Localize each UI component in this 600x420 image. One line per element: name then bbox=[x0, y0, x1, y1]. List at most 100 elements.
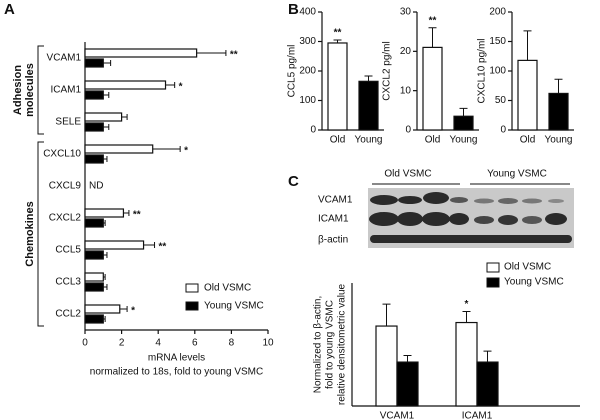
bar bbox=[84, 112, 123, 122]
category-label: SELE bbox=[55, 117, 81, 128]
error-bar bbox=[462, 311, 471, 323]
group-bracket bbox=[37, 141, 44, 327]
bar bbox=[84, 208, 125, 218]
significance: * bbox=[465, 299, 469, 310]
bar bbox=[84, 122, 104, 132]
x-tick-label: Old bbox=[425, 135, 441, 146]
error-bar bbox=[103, 124, 110, 130]
bar bbox=[84, 282, 104, 292]
error-bar bbox=[119, 306, 128, 312]
error-bar bbox=[103, 252, 108, 258]
legend-label: Young VSMC bbox=[204, 301, 264, 312]
y-tick-label: 100 bbox=[299, 95, 316, 106]
y-axis-label: relative densitometric value bbox=[337, 283, 348, 405]
bar bbox=[84, 90, 104, 100]
significance: ** bbox=[334, 28, 342, 39]
bar bbox=[422, 46, 443, 131]
x-tick-label: Old bbox=[520, 135, 536, 146]
panel-label: B bbox=[288, 1, 299, 18]
error-bar bbox=[523, 30, 532, 61]
legend-label: Old VSMC bbox=[504, 262, 551, 273]
error-bar bbox=[333, 39, 342, 43]
bar bbox=[455, 321, 478, 407]
bar bbox=[84, 240, 145, 250]
blot-row-label: VCAM1 bbox=[318, 195, 353, 206]
bar bbox=[84, 80, 167, 90]
bar bbox=[84, 48, 198, 58]
y-tick-label: 10 bbox=[400, 85, 412, 96]
error-bar bbox=[103, 156, 108, 162]
error-bar bbox=[165, 82, 176, 88]
category-label: CXCL10 bbox=[43, 149, 81, 160]
bar bbox=[84, 314, 104, 324]
legend-swatch bbox=[185, 301, 199, 311]
y-tick-label: 200 bbox=[489, 7, 506, 18]
x-tick-label: ICAM1 bbox=[462, 411, 493, 420]
y-tick-label: 20 bbox=[400, 46, 412, 57]
error-bar bbox=[143, 242, 156, 248]
error-bar bbox=[123, 210, 130, 216]
group-bracket bbox=[37, 45, 44, 135]
significance: * bbox=[184, 146, 188, 157]
error-bar bbox=[121, 114, 128, 120]
blot: Old VSMC Young VSMC VCAM1 ICAM1 β-actin bbox=[318, 169, 574, 248]
error-bar bbox=[459, 107, 468, 117]
error-bar bbox=[483, 350, 492, 363]
error-bar bbox=[103, 274, 106, 280]
x-tick-label: Old bbox=[330, 135, 346, 146]
bar bbox=[476, 361, 499, 407]
category-label: CXCL9 bbox=[49, 181, 82, 192]
group-label: molecules bbox=[24, 63, 36, 117]
significance: * bbox=[179, 82, 183, 93]
y-tick-label: 50 bbox=[495, 95, 507, 106]
bar bbox=[84, 144, 154, 154]
error-bar bbox=[403, 354, 412, 363]
error-bar bbox=[103, 316, 106, 322]
significance: ** bbox=[133, 210, 141, 221]
y-tick-label: 150 bbox=[489, 36, 506, 47]
error-bar bbox=[103, 284, 108, 290]
blot-row-label: ICAM1 bbox=[318, 214, 349, 225]
bar bbox=[517, 59, 538, 131]
category-label: CCL3 bbox=[55, 277, 81, 288]
category-label: CXCL2 bbox=[49, 213, 82, 224]
y-tick-label: 100 bbox=[489, 66, 506, 77]
group-label: Chemokines bbox=[24, 201, 36, 266]
x-tick-label: 8 bbox=[229, 338, 235, 349]
error-bar bbox=[554, 78, 563, 94]
x-tick-label: 6 bbox=[192, 338, 198, 349]
group-label: Adhesion bbox=[12, 65, 24, 115]
y-axis-label: CCL5 pg/ml bbox=[287, 45, 298, 98]
y-tick-label: 0 bbox=[405, 125, 411, 136]
error-bar bbox=[364, 75, 373, 82]
bar bbox=[84, 154, 104, 164]
panel-label: C bbox=[288, 173, 299, 190]
category-label: VCAM1 bbox=[47, 53, 82, 64]
significance: * bbox=[131, 306, 135, 317]
x-tick-label: VCAM1 bbox=[380, 411, 415, 420]
y-tick-label: 400 bbox=[299, 7, 316, 18]
y-tick-label: 0 bbox=[310, 125, 316, 136]
bar bbox=[396, 361, 419, 407]
error-bar bbox=[103, 92, 110, 98]
x-tick-label: Young bbox=[355, 135, 383, 146]
x-tick-label: Young bbox=[545, 135, 573, 146]
legend-label: Young VSMC bbox=[504, 277, 564, 288]
error-bar bbox=[428, 27, 437, 48]
y-tick-label: 30 bbox=[400, 7, 412, 18]
bar bbox=[84, 272, 104, 282]
significance: ** bbox=[429, 15, 437, 26]
annotation: ND bbox=[89, 181, 103, 192]
x-axis-label: normalized to 18s, fold to young VSMC bbox=[90, 367, 263, 378]
y-axis-label: fold to young VSMC bbox=[325, 300, 336, 389]
x-tick-label: 0 bbox=[82, 338, 88, 349]
panel-label: A bbox=[4, 1, 15, 18]
bar bbox=[375, 325, 398, 407]
x-tick-label: 4 bbox=[155, 338, 161, 349]
bar bbox=[358, 80, 379, 131]
category-label: ICAM1 bbox=[50, 85, 81, 96]
legend-swatch bbox=[185, 283, 199, 293]
bar bbox=[84, 218, 104, 228]
legend-label: Old VSMC bbox=[204, 283, 251, 294]
